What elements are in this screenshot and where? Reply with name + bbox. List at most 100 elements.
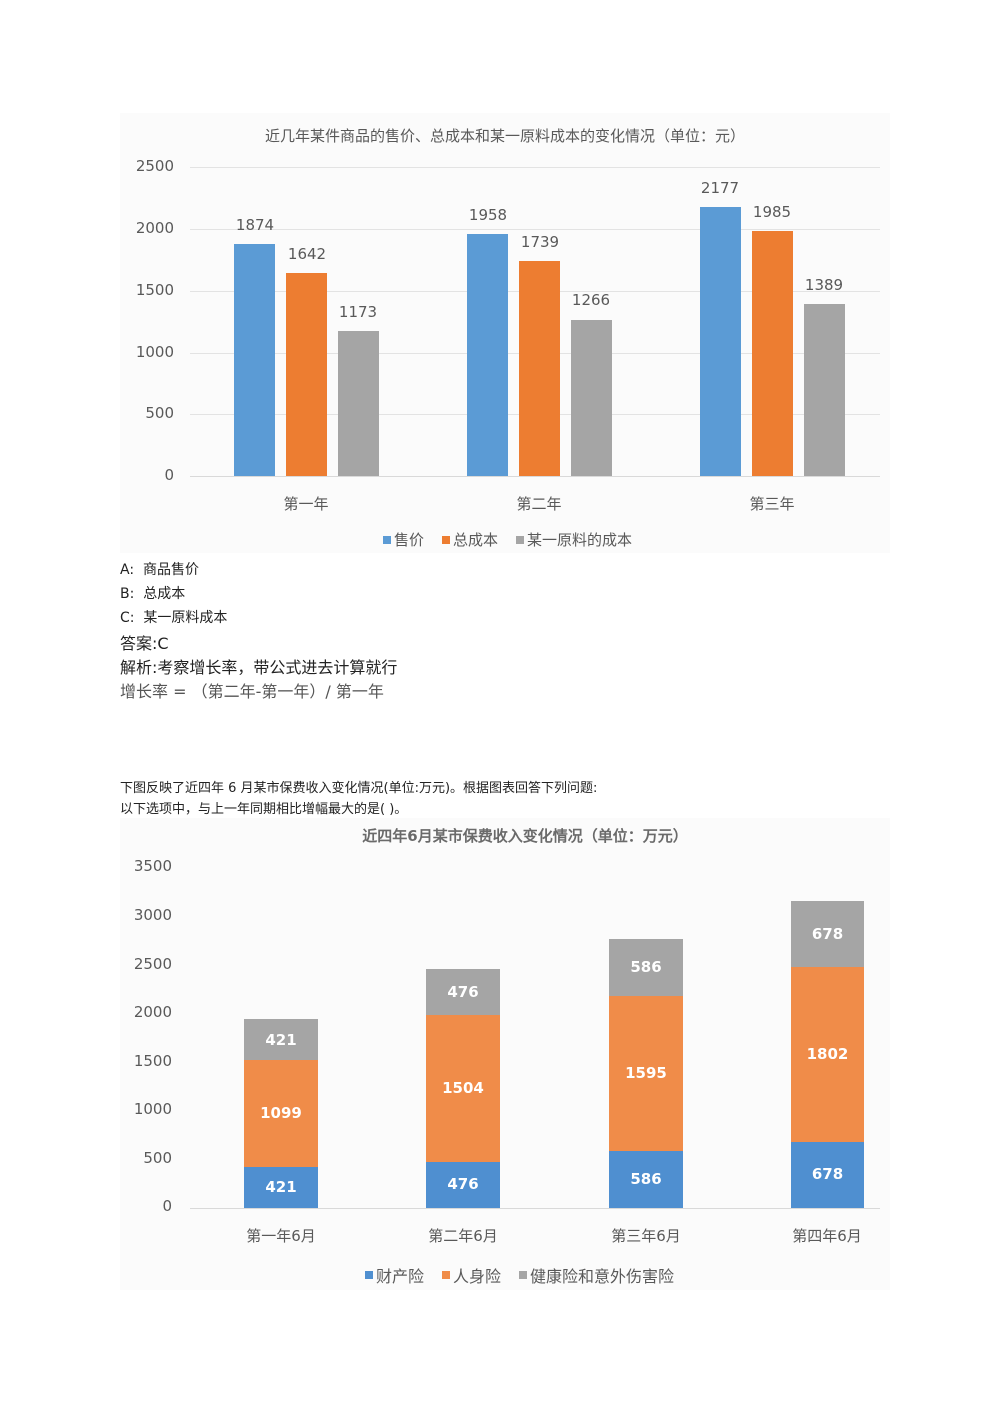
chart2-value-label: 1099	[260, 1104, 302, 1122]
question2-prompt-line2: 以下选项中，与上一年同期相比增幅最大的是( )。	[120, 802, 408, 817]
question2-prompt-line1: 下图反映了近四年 6 月某市保费收入变化情况(单位:万元)。根据图表回答下列问题…	[120, 781, 598, 796]
chart2-bar-life-c3	[609, 996, 683, 1151]
legend-label: 健康险和意外伤害险	[530, 1267, 675, 1286]
chart1-ytick: 2500	[135, 157, 174, 175]
chart2-value-label: 476	[447, 983, 479, 1001]
option-c: C: 某一原料成本	[120, 607, 227, 627]
legend-swatch-icon	[516, 535, 525, 544]
chart1-xcategory: 第三年	[749, 495, 795, 513]
chart2-value-label: 1802	[806, 1045, 849, 1063]
chart1-bar-totalcost-y3	[752, 231, 793, 476]
chart2-value-label: 678	[811, 925, 844, 943]
chart2-bar-health-c3	[609, 939, 683, 996]
chart2-xcategory: 第二年6月	[428, 1227, 498, 1245]
chart2-area	[120, 818, 890, 1290]
chart1-xcategory: 第二年	[516, 495, 562, 513]
chart1-gridline	[190, 229, 880, 230]
chart1-title: 近几年某件商品的售价、总成本和某一原料成本的变化情况（单位：元）	[264, 127, 745, 145]
chart1-bar-price-y1	[234, 244, 275, 476]
chart2-value-label: 421	[265, 1178, 297, 1196]
legend-label: 售价	[394, 531, 425, 549]
chart2-bar-health-c1	[244, 1019, 318, 1060]
chart1-value-label: 1739	[520, 233, 560, 251]
legend-item-health: 健康险和意外伤害险	[519, 1263, 674, 1287]
chart2-ytick: 500	[143, 1149, 172, 1167]
legend-item-material: 某一原料的成本	[516, 529, 632, 550]
chart2-value-label: 586	[630, 958, 662, 976]
chart1-legend: 售价 总成本 某一原料的成本	[383, 529, 632, 550]
option-text: 某一原料成本	[143, 610, 228, 626]
chart1-bar-material-y3	[804, 304, 845, 476]
option-text: 商品售价	[142, 562, 199, 578]
legend-item-price: 售价	[383, 529, 424, 550]
legend-label: 财产险	[376, 1267, 425, 1286]
chart2-ytick: 1500	[133, 1052, 172, 1070]
chart1-bar-material-y2	[571, 320, 612, 476]
chart2-xcategory: 第四年6月	[792, 1227, 862, 1245]
chart2-legend: 财产险 人身险 健康险和意外伤害险	[365, 1263, 674, 1287]
formula: 增长率 = （第二年-第一年）/ 第一年	[120, 682, 384, 701]
chart2-value-label: 586	[630, 1170, 662, 1188]
chart2-ytick: 3000	[133, 906, 172, 924]
chart2-bar-property-c2	[426, 1162, 500, 1208]
chart1-xcategory: 第一年	[283, 495, 329, 513]
chart1-bar-price-y2	[467, 234, 508, 476]
chart1-value-label: 1266	[571, 291, 611, 309]
chart1-ytick: 500	[145, 404, 174, 422]
chart1-value-label: 1958	[468, 206, 508, 224]
chart2-value-label: 1595	[625, 1064, 667, 1082]
chart2-value-label: 421	[265, 1031, 297, 1049]
chart1-bar-totalcost-y2	[519, 261, 560, 476]
chart1-value-label: 1173	[338, 303, 378, 321]
chart2-bar-property-c1	[244, 1167, 318, 1208]
chart2-bar-life-c4	[791, 967, 864, 1142]
chart2-ytick: 2000	[133, 1003, 172, 1021]
chart2-bar-health-c2	[426, 969, 500, 1015]
chart2-ytick: 1000	[133, 1100, 172, 1118]
chart1-bar-price-y3	[700, 207, 741, 476]
option-key: B:	[120, 586, 135, 602]
legend-label: 总成本	[453, 531, 499, 549]
chart2-bar-property-c4	[791, 1142, 864, 1208]
chart1-value-label: 1642	[287, 245, 327, 263]
legend-item-life: 人身险	[442, 1263, 501, 1287]
chart2-title: 近四年6月某市保费收入变化情况（单位：万元）	[362, 827, 688, 845]
chart1-ytick: 0	[164, 466, 174, 484]
option-key: C:	[120, 610, 135, 626]
legend-swatch-icon	[442, 535, 451, 544]
chart2-ytick: 3500	[133, 857, 172, 875]
chart2-xcategory: 第三年6月	[611, 1227, 681, 1245]
chart1-value-label: 1874	[235, 216, 275, 234]
legend-swatch-icon	[442, 1271, 451, 1279]
chart1-bar-totalcost-y1	[286, 273, 327, 476]
legend-swatch-icon	[519, 1271, 528, 1279]
chart2-value-label: 1504	[442, 1079, 484, 1097]
chart1-value-label: 1985	[752, 203, 792, 221]
chart2-baseline	[190, 1208, 880, 1209]
chart1-gridline	[190, 167, 880, 168]
chart2-value-label: 678	[811, 1165, 844, 1183]
chart1-value-label: 2177	[700, 179, 740, 197]
chart2-value-label: 476	[447, 1175, 479, 1193]
option-a: A: 商品售价	[120, 559, 199, 579]
legend-swatch-icon	[365, 1271, 373, 1279]
legend-label: 人身险	[453, 1267, 502, 1286]
chart1-value-label: 1389	[804, 276, 844, 294]
chart1-ytick: 1000	[135, 343, 174, 361]
chart2-bar-life-c2	[426, 1015, 500, 1162]
chart1-gridline	[190, 476, 880, 477]
chart2-bar-life-c1	[244, 1060, 318, 1167]
option-b: B: 总成本	[120, 583, 185, 603]
option-text: 总成本	[143, 586, 186, 602]
answer: 答案:C	[120, 634, 169, 653]
legend-item-totalcost: 总成本	[442, 529, 498, 550]
chart2-xcategory: 第一年6月	[246, 1227, 316, 1245]
chart2-ytick: 2500	[133, 955, 172, 973]
chart2-bar-health-c4	[791, 901, 864, 967]
legend-label: 某一原料的成本	[527, 531, 633, 549]
analysis: 解析:考察增长率，带公式进去计算就行	[120, 658, 398, 677]
legend-swatch-icon	[383, 535, 391, 544]
chart1-ytick: 1500	[135, 281, 174, 299]
legend-item-property: 财产险	[365, 1263, 424, 1287]
option-key: A:	[120, 562, 135, 578]
